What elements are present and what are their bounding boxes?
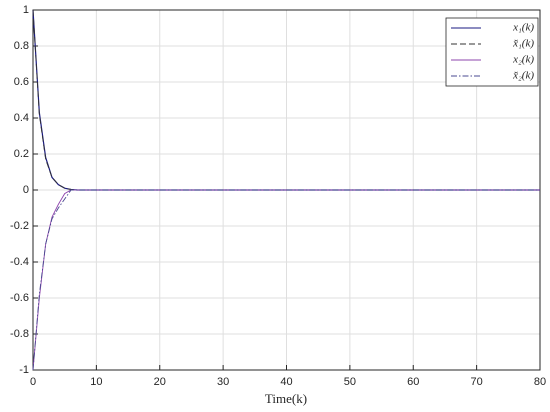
y-tick-label: -0.2 [10,220,29,232]
x-tick-label: 20 [154,376,166,388]
y-tick-label: 0 [23,184,29,196]
x-axis-label: Time(k) [265,391,307,406]
y-tick-label: -0.8 [10,328,29,340]
x-tick-label: 60 [407,376,419,388]
legend-label: x̆₂(k) [512,70,534,82]
x-tick-label: 0 [30,376,36,388]
x-tick-label: 30 [217,376,229,388]
y-tick-label: -0.6 [10,292,29,304]
y-tick-label: 0.4 [14,112,29,124]
x-tick-label: 70 [471,376,483,388]
legend-label: x₁(k) [512,22,534,34]
x-tick-label: 50 [344,376,356,388]
x-tick-label: 10 [90,376,102,388]
x-tick-label: 80 [534,376,546,388]
y-tick-label: 1 [23,4,29,16]
y-tick-label: -1 [19,364,29,376]
legend-box [445,17,539,87]
y-tick-label: 0.6 [14,76,29,88]
y-tick-label: 0.2 [14,148,29,160]
legend-label: x₂(k) [512,54,534,66]
y-tick-label: 0.8 [14,40,29,52]
series-line [32,189,540,371]
x-tick-label: 40 [280,376,292,388]
legend-label: x̆₁(k) [512,38,534,50]
y-tick-label: -0.4 [10,256,29,268]
